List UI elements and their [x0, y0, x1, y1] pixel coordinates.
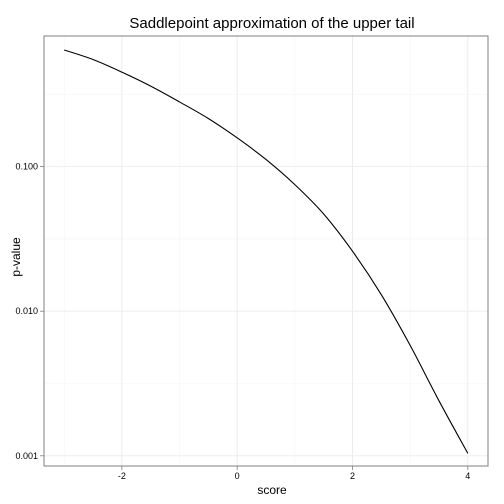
y-tick-label: 0.100 — [15, 162, 38, 172]
y-tick-label: 0.010 — [15, 306, 38, 316]
x-tick-label: 2 — [350, 471, 355, 481]
y-axis-title: p-value — [9, 237, 23, 277]
x-axis-title: score — [257, 483, 287, 497]
x-tick-label: -2 — [118, 471, 126, 481]
x-tick-label: 0 — [235, 471, 240, 481]
y-tick-label: 0.001 — [15, 451, 38, 461]
chart-title: Saddlepoint approximation of the upper t… — [129, 15, 414, 32]
x-tick-label: 4 — [465, 471, 470, 481]
